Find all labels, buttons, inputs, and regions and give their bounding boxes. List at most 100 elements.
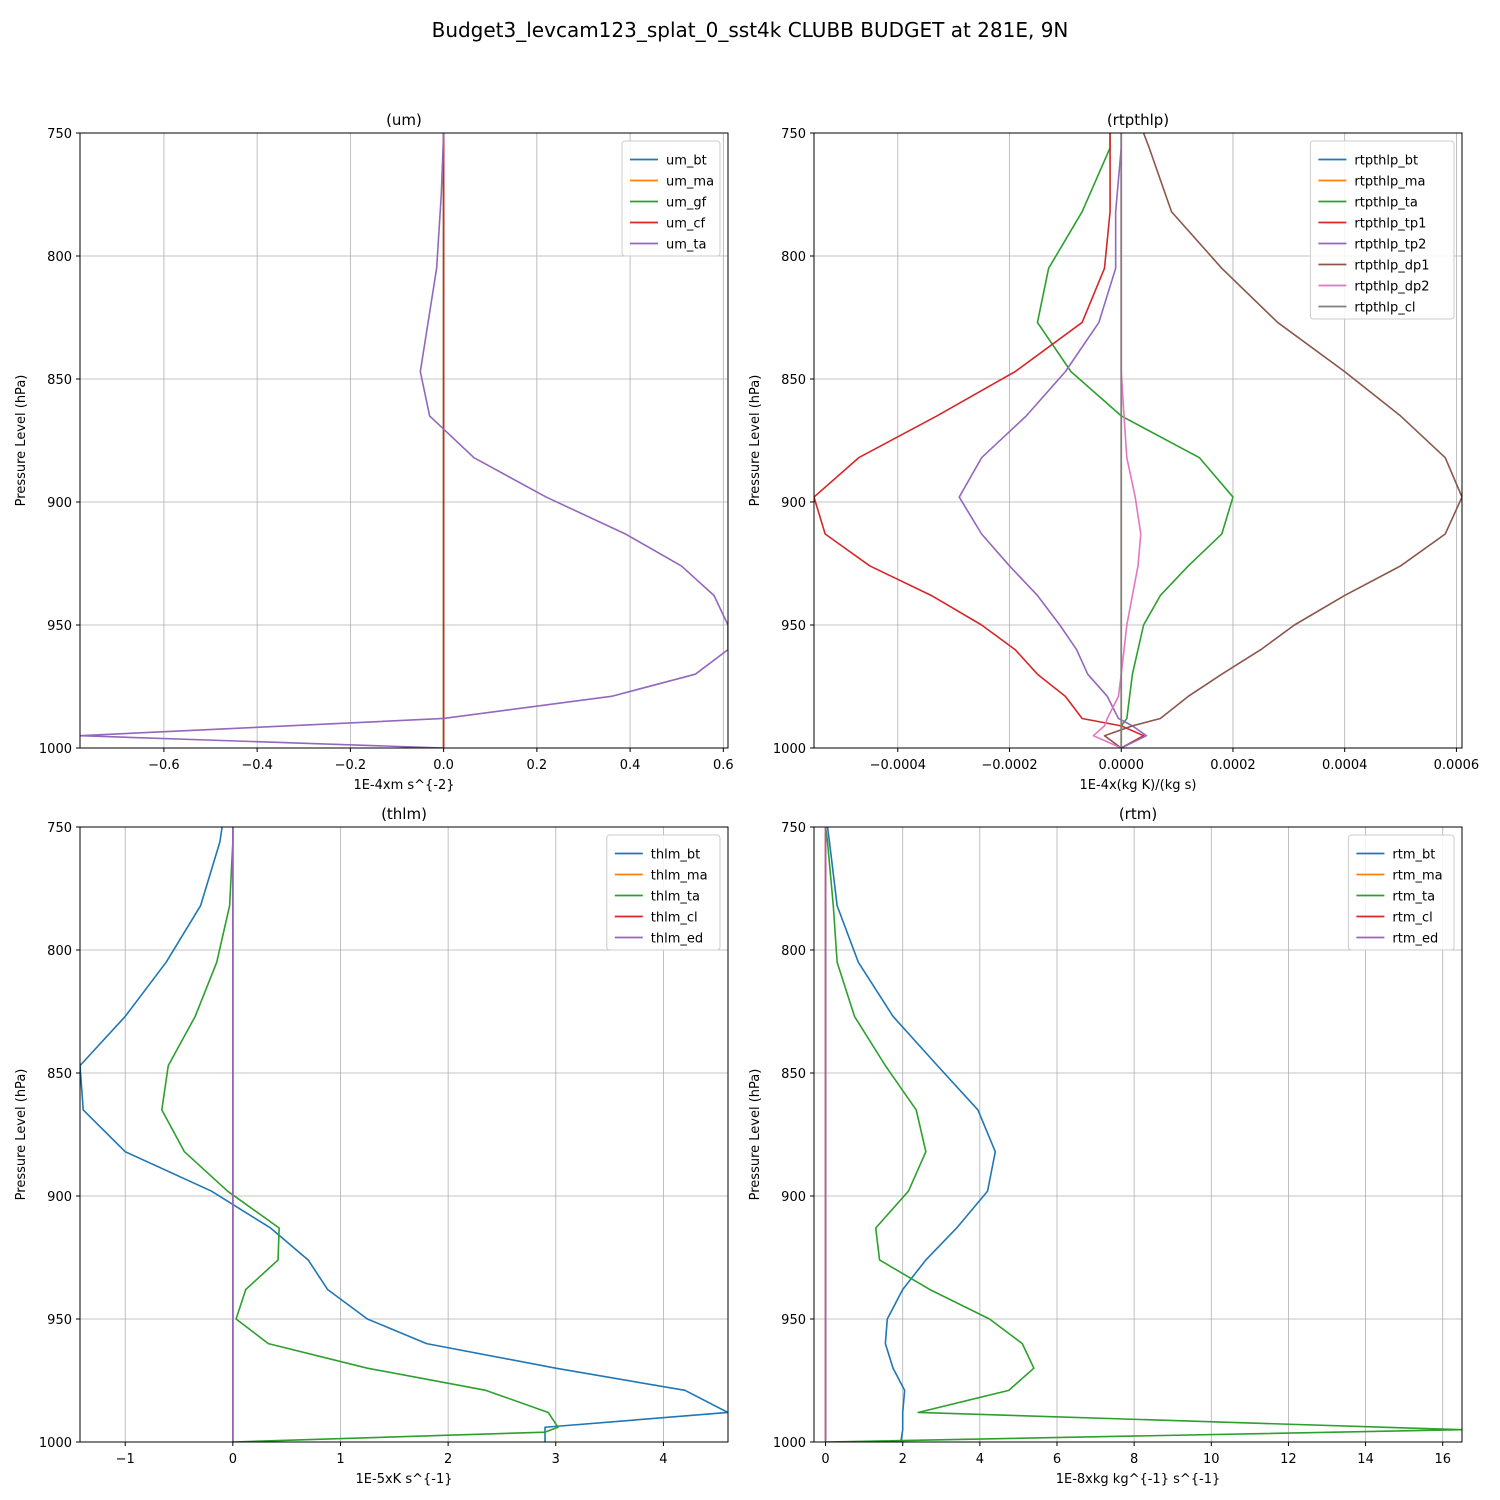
legend-label: um_ta (666, 238, 706, 253)
y-tick-label: 900 (47, 1190, 72, 1205)
y-tick-label: 1000 (39, 1436, 72, 1451)
series-line-thlm_ta (161, 827, 559, 1442)
legend-label: rtpthlp_cl (1354, 301, 1415, 316)
series-lines (80, 133, 728, 748)
y-tick-label: 950 (47, 619, 72, 634)
subplot-grid: −0.6 −0.4 −0.2 0.0 0.2 0.4 0.67508008509009501… (14, 111, 1479, 1487)
y-tick-label: 900 (781, 1190, 806, 1205)
x-tick-label: −1 (116, 1452, 135, 1467)
x-tick-label: 0.2 (527, 758, 548, 773)
y-tick-label: 900 (47, 496, 72, 511)
y-axis-label: Pressure Level (hPa) (14, 1069, 29, 1201)
legend-label: rtpthlp_tp1 (1354, 217, 1426, 232)
y-tick-label: 750 (47, 127, 72, 142)
legend: thlm_bt thlm_ma thlm_ta thlm_cl thlm_ed (606, 834, 721, 951)
x-tick-label: 16 (1434, 1452, 1451, 1467)
legend-label: thlm_ta (651, 890, 700, 905)
y-tick-label: 800 (781, 944, 806, 959)
y-axis-label: Pressure Level (hPa) (14, 375, 29, 507)
series-line-rtm_ta (824, 827, 1462, 1442)
legend-label: rtm_ta (1392, 890, 1435, 905)
legend-label: um_gf (666, 196, 707, 211)
x-axis-label: 1E-8xkg kg^{-1} s^{-1} (1056, 1472, 1221, 1487)
legend-label: rtpthlp_bt (1354, 154, 1418, 169)
legend-label: thlm_ed (651, 932, 703, 947)
y-tick-label: 950 (781, 1313, 806, 1328)
y-tick-label: 850 (47, 373, 72, 388)
x-tick-label: 4 (976, 1452, 984, 1467)
legend-box (1309, 140, 1455, 320)
series-line-thlm_bt (80, 827, 728, 1442)
series-line-rtpthlp_tp1 (814, 133, 1145, 748)
x-tick-label: 1 (336, 1452, 344, 1467)
legend: rtpthlp_bt rtpthlp_ma rtpthlp_ta rtpthlp_tp… (1309, 140, 1455, 320)
subplot-title: (rtm) (1119, 805, 1157, 823)
subplot-3: 0 2 4 6 8 10 12 14 16 750 800 850 900 950 1000 (rtm) 1E-… (748, 805, 1463, 1487)
x-tick-label: 0.0000 (1098, 758, 1144, 773)
y-tick-label: 800 (47, 944, 72, 959)
legend-label: thlm_ma (651, 869, 708, 884)
x-tick-label: 8 (1130, 1452, 1138, 1467)
x-tick-label: 12 (1280, 1452, 1297, 1467)
axes-frame (79, 132, 729, 749)
legend-box (1347, 834, 1455, 951)
legend-label: rtpthlp_ma (1354, 175, 1425, 190)
series-line-rtpthlp_tp2 (958, 133, 1148, 748)
x-tick-label: 0 (229, 1452, 237, 1467)
x-tick-label: −0.4 (241, 758, 273, 773)
legend: rtm_bt rtm_ma rtm_ta rtm_cl rtm_ed (1347, 834, 1455, 951)
x-tick-label: 3 (552, 1452, 560, 1467)
y-tick-label: 950 (781, 619, 806, 634)
subplot-title: (um) (386, 111, 422, 129)
x-tick-label: −0.6 (148, 758, 180, 773)
x-tick-label: 2 (899, 1452, 907, 1467)
x-tick-label: 0 (821, 1452, 829, 1467)
y-tick-label: 850 (47, 1067, 72, 1082)
x-tick-label: 0.4 (620, 758, 641, 773)
figure-title: Budget3_levcam123_splat_0_sst4k CLUBB BU… (432, 18, 1069, 42)
series-lines (814, 133, 1462, 748)
series-line-um_ta (80, 133, 728, 748)
legend-label: thlm_bt (651, 848, 700, 863)
legend-box (606, 834, 721, 951)
legend: um_bt um_ma um_gf um_cf um_ta (621, 140, 721, 257)
legend-label: rtpthlp_dp2 (1354, 280, 1429, 295)
axes-frame (79, 826, 729, 1443)
subplot-2: −1 0 1 2 3 4 750 800 850 900 950 1000 (thlm) 1E-5xK s… (14, 805, 729, 1487)
y-tick-label: 750 (47, 821, 72, 836)
y-tick-label: 900 (781, 496, 806, 511)
axes-frame (813, 132, 1463, 749)
y-tick-label: 800 (47, 250, 72, 265)
legend-label: rtm_ed (1392, 932, 1438, 947)
series-line-rtpthlp_dp1 (1103, 133, 1462, 748)
y-tick-label: 1000 (773, 1436, 806, 1451)
legend-label: rtpthlp_tp2 (1354, 238, 1426, 253)
subplot-title: (thlm) (381, 805, 427, 823)
series-lines (80, 827, 728, 1442)
y-tick-label: 850 (781, 1067, 806, 1082)
legend-label: um_cf (666, 217, 706, 232)
legend-label: rtm_cl (1392, 911, 1432, 926)
x-tick-label: 0.0 (433, 758, 454, 773)
legend-label: rtm_ma (1392, 869, 1442, 884)
series-lines (824, 827, 1462, 1442)
x-axis-label: 1E-5xK s^{-1} (356, 1472, 453, 1487)
x-tick-label: −0.2 (335, 758, 367, 773)
x-tick-label: 0.0004 (1322, 758, 1368, 773)
x-tick-label: −0.0002 (981, 758, 1037, 773)
x-axis-label: 1E-4xm s^{-2} (353, 778, 454, 793)
y-axis-label: Pressure Level (hPa) (748, 375, 763, 507)
y-tick-label: 800 (781, 250, 806, 265)
legend-label: thlm_cl (651, 911, 698, 926)
series-line-rtm_bt (826, 827, 997, 1442)
y-tick-label: 1000 (773, 742, 806, 757)
x-tick-label: 0.6 (713, 758, 734, 773)
y-tick-label: 750 (781, 127, 806, 142)
legend-label: um_ma (666, 175, 714, 190)
legend-label: um_bt (666, 154, 707, 169)
y-tick-label: 850 (781, 373, 806, 388)
y-tick-label: 1000 (39, 742, 72, 757)
subplot-1: −0.0004 −0.0002 0.0000 0.0002 0.0004 0.0006 75… (748, 111, 1479, 793)
